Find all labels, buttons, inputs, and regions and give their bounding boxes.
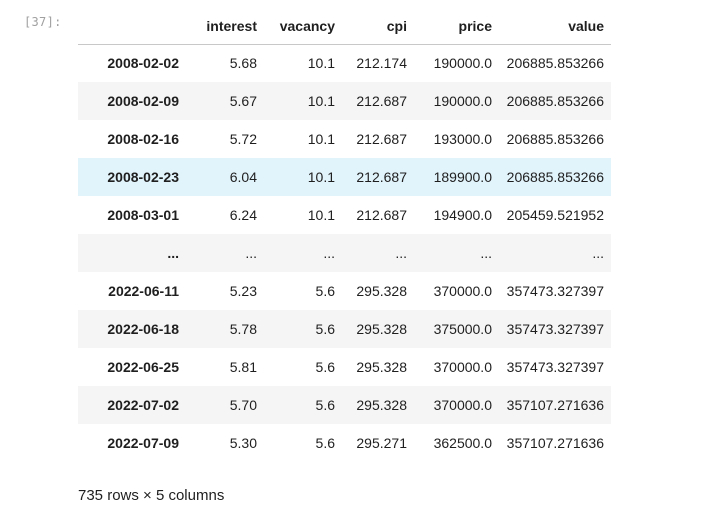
cell-cpi: 295.328: [356, 283, 407, 299]
cell-price: 375000.0: [433, 321, 492, 337]
cell-vacancy: 10.1: [307, 169, 335, 185]
column-header-cpi: cpi: [342, 8, 414, 45]
column-header-vacancy: vacancy: [264, 8, 342, 45]
cell-price: 370000.0: [433, 359, 492, 375]
cell-interest: 5.78: [229, 321, 257, 337]
cell-interest: 6.04: [229, 169, 257, 185]
row-index-label: ...: [167, 245, 179, 261]
cell-cpi: 212.687: [356, 207, 407, 223]
header-row: interest vacancy cpi price value: [78, 8, 611, 45]
cell-interest: ...: [245, 245, 257, 261]
dataframe-table: interest vacancy cpi price value 2008-02…: [78, 8, 611, 462]
cell-value: 357473.327397: [506, 359, 604, 375]
cell-value: 206885.853266: [506, 131, 604, 147]
cell-value: 357473.327397: [506, 321, 604, 337]
cell-value: ...: [592, 245, 604, 261]
cell-value: 357107.271636: [506, 397, 604, 413]
execution-count-prompt: [37]:: [24, 15, 62, 29]
row-index-label: 2022-07-02: [107, 397, 179, 413]
cell-value: 206885.853266: [506, 169, 604, 185]
cell-interest: 5.72: [229, 131, 257, 147]
cell-value: 357107.271636: [506, 435, 604, 451]
cell-interest: 5.30: [229, 435, 257, 451]
cell-price: 370000.0: [433, 397, 492, 413]
row-index-label: 2022-06-11: [108, 283, 179, 299]
row-index-label: 2008-02-02: [107, 55, 179, 72]
row-index-label: 2008-02-23: [107, 169, 179, 185]
table-row: 2008-02-16 5.72 10.1 212.687 193000.0 206885.…: [78, 120, 611, 158]
dataframe-shape-summary: 735 rows × 5 columns: [78, 487, 225, 504]
cell-vacancy: 10.1: [307, 131, 335, 147]
dataframe-body: 2008-02-02 5.68 10.1 212.174 190000.0 206885.…: [78, 44, 611, 462]
cell-vacancy: 10.1: [307, 207, 335, 223]
cell-cpi: 295.328: [356, 359, 407, 375]
table-row: 2022-06-25 5.81 5.6 295.328 370000.0 357473.3…: [78, 348, 611, 386]
cell-cpi: 212.687: [356, 131, 407, 147]
row-index-label: 2008-03-01: [107, 207, 179, 223]
table-row: 2008-02-02 5.68 10.1 212.174 190000.0 206885.…: [78, 44, 611, 82]
cell-value: 206885.853266: [506, 93, 604, 109]
cell-cpi: 212.174: [356, 55, 407, 72]
cell-value: 206885.853266: [506, 55, 604, 72]
cell-cpi: 212.687: [356, 169, 407, 185]
cell-price: 193000.0: [433, 131, 492, 147]
cell-price: 190000.0: [433, 55, 492, 72]
cell-value: 357473.327397: [506, 283, 604, 299]
cell-interest: 5.81: [229, 359, 257, 375]
cell-price: 362500.0: [433, 435, 492, 451]
cell-value: 205459.521952: [506, 207, 604, 223]
row-index-label: 2008-02-16: [107, 131, 179, 147]
cell-price: 189900.0: [433, 169, 492, 185]
column-header-interest: interest: [190, 8, 264, 45]
cell-cpi: 295.271: [356, 435, 407, 451]
index-header: [78, 8, 190, 45]
row-index-label: 2022-06-18: [107, 321, 179, 337]
cell-vacancy: ...: [323, 245, 335, 261]
cell-vacancy: 5.6: [315, 283, 335, 299]
cell-cpi: 212.687: [356, 93, 407, 109]
cell-vacancy: 5.6: [315, 359, 335, 375]
cell-vacancy: 5.6: [315, 321, 335, 337]
row-index-label: 2022-06-25: [107, 359, 179, 375]
cell-cpi: 295.328: [356, 321, 407, 337]
cell-interest: 5.23: [229, 283, 257, 299]
cell-interest: 6.24: [229, 207, 257, 223]
table-row: 2022-06-18 5.78 5.6 295.328 375000.0 357473.3…: [78, 310, 611, 348]
cell-interest: 5.70: [229, 397, 257, 413]
cell-cpi: ...: [395, 245, 407, 261]
cell-price: ...: [480, 245, 492, 261]
table-row: 2008-03-01 6.24 10.1 212.687 194900.0 205459.…: [78, 196, 611, 234]
cell-vacancy: 10.1: [307, 93, 335, 109]
ellipsis-row: ..................: [78, 234, 611, 272]
row-index-label: 2022-07-09: [107, 435, 179, 451]
cell-price: 190000.0: [433, 93, 492, 109]
table-row: 2022-07-02 5.70 5.6 295.328 370000.0 357107.2…: [78, 386, 611, 424]
cell-price: 194900.0: [433, 207, 492, 223]
cell-interest: 5.68: [229, 55, 257, 72]
table-row: 2008-02-23 6.04 10.1 212.687 189900.0 206885.…: [78, 158, 611, 196]
cell-vacancy: 5.6: [315, 397, 335, 413]
table-row: 2022-06-11 5.23 5.6 295.328 370000.0 357473.3…: [78, 272, 611, 310]
cell-interest: 5.67: [229, 93, 257, 109]
cell-output: interest vacancy cpi price value 2008-02…: [78, 8, 611, 462]
table-row: 2022-07-09 5.30 5.6 295.271 362500.0 357107.2…: [78, 424, 611, 462]
column-header-price: price: [414, 8, 499, 45]
cell-cpi: 295.328: [356, 397, 407, 413]
column-header-value: value: [499, 8, 611, 45]
cell-price: 370000.0: [433, 283, 492, 299]
table-row: 2008-02-09 5.67 10.1 212.687 190000.0 206885.…: [78, 82, 611, 120]
cell-vacancy: 10.1: [307, 55, 335, 72]
row-index-label: 2008-02-09: [107, 93, 179, 109]
cell-vacancy: 5.6: [315, 435, 335, 451]
